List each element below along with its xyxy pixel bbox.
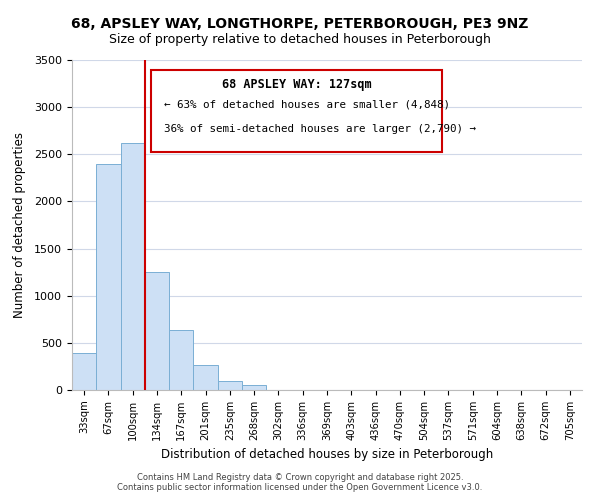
Y-axis label: Number of detached properties: Number of detached properties: [13, 132, 26, 318]
Bar: [96, 164, 121, 390]
Text: ← 63% of detached houses are smaller (4,848): ← 63% of detached houses are smaller (4,…: [164, 100, 450, 110]
Bar: [145, 272, 169, 390]
Bar: [121, 143, 145, 390]
Bar: [169, 330, 193, 390]
X-axis label: Distribution of detached houses by size in Peterborough: Distribution of detached houses by size …: [161, 448, 493, 462]
Bar: [193, 364, 218, 390]
Bar: [242, 386, 266, 390]
Bar: [218, 380, 242, 390]
Text: 68, APSLEY WAY, LONGTHORPE, PETERBOROUGH, PE3 9NZ: 68, APSLEY WAY, LONGTHORPE, PETERBOROUGH…: [71, 18, 529, 32]
Text: 68 APSLEY WAY: 127sqm: 68 APSLEY WAY: 127sqm: [221, 78, 371, 91]
Text: Size of property relative to detached houses in Peterborough: Size of property relative to detached ho…: [109, 32, 491, 46]
Text: Contains HM Land Registry data © Crown copyright and database right 2025.
Contai: Contains HM Land Registry data © Crown c…: [118, 473, 482, 492]
Bar: [72, 353, 96, 390]
Text: 36% of semi-detached houses are larger (2,790) →: 36% of semi-detached houses are larger (…: [164, 124, 476, 134]
FancyBboxPatch shape: [151, 70, 442, 152]
